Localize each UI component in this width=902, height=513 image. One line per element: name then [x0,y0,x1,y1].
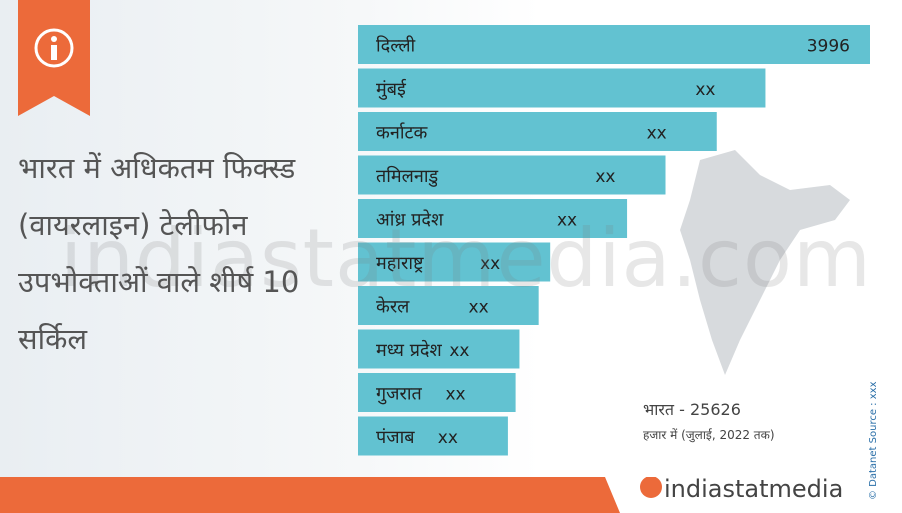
category-label: मुंबई [376,78,407,100]
category-label: गुजरात [376,384,423,405]
bar [358,68,766,108]
source: Source : xxx [868,381,879,444]
bar [358,199,628,238]
bar [358,25,870,64]
category-label: मध्य प्रदेश [376,339,442,361]
category-label: पंजाब [376,427,415,448]
value-label: xx [469,298,489,318]
ribbon [18,0,90,116]
bar [358,373,516,412]
value-label: xx [480,254,500,274]
category-label: तमिलनाडु [376,165,439,187]
category-label: आंध्र प्रदेश [376,209,444,231]
map [680,150,850,375]
title: भारत में अधिकतम फिक्स्ड (वायरलाइन) टेलीफ… [18,151,300,356]
category-label: दिल्ली [376,35,416,57]
value-label: xx [647,124,667,144]
total: भारत - 25626 [643,400,741,419]
watermark: indiastatmedia.com [60,212,872,305]
value-label: xx [438,428,458,448]
category-label: कर्नाटक [376,122,429,144]
bar [358,242,551,282]
bar [358,155,666,195]
bar [358,112,717,151]
brand: indiastatmedia [664,475,844,503]
credits: © Datanet Source : xxx [868,382,879,500]
copyright: © Datanet [868,446,879,500]
unit-note: हजार में (जुलाई, 2022 तक) [643,428,775,442]
value-label: xx [557,211,577,231]
category-label: केरल [376,296,410,318]
bar [358,329,520,369]
value-label: 3996 [807,37,850,57]
value-label: xx [595,167,615,187]
value-label: xx [445,385,465,405]
category-label: महाराष्ट्र [376,253,424,274]
value-label: xx [695,80,715,100]
footer [0,477,662,513]
value-label: xx [449,341,469,361]
bar [358,416,508,456]
bar [358,286,539,325]
